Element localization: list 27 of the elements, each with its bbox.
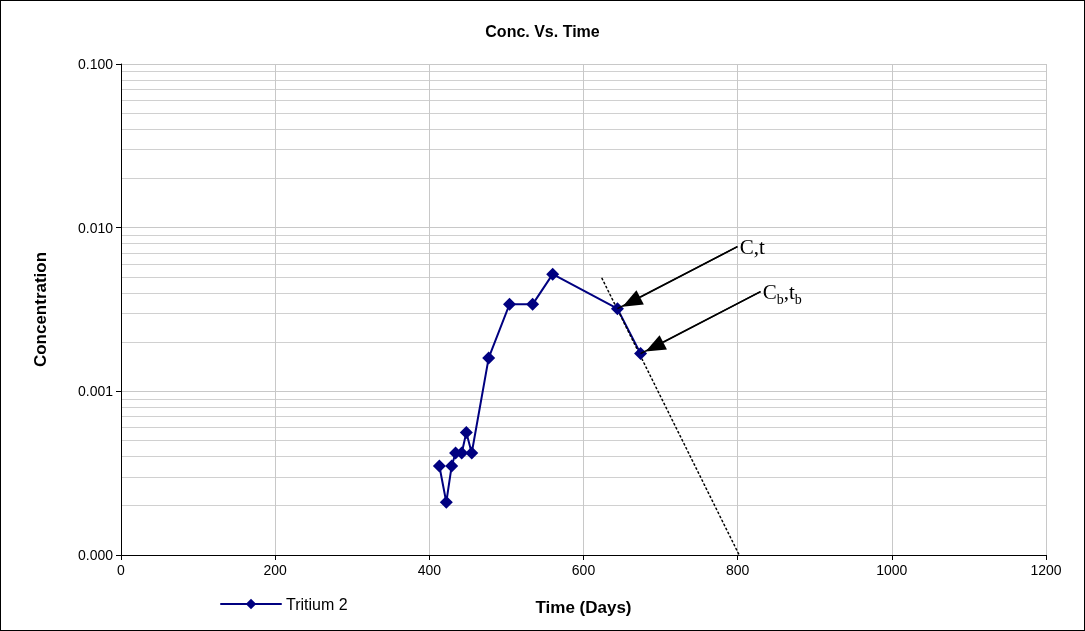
point xyxy=(465,446,479,460)
y-axis-title: Concentration xyxy=(31,251,50,368)
point xyxy=(459,426,473,440)
y-tick-label: 0.010 xyxy=(77,219,114,236)
point xyxy=(445,459,459,473)
point xyxy=(482,351,496,365)
point xyxy=(546,267,560,281)
annotation: C,t xyxy=(739,235,765,260)
point xyxy=(432,459,446,473)
x-tick-label: 400 xyxy=(417,562,442,578)
x-tick-label: 600 xyxy=(571,562,596,578)
y-tick-label: 0.000 xyxy=(77,547,114,563)
x-tick-label: 800 xyxy=(725,562,750,578)
legend-label: Tritium 2 xyxy=(286,595,348,613)
y-tick-label: 0.001 xyxy=(77,383,114,400)
point xyxy=(634,347,648,361)
point xyxy=(439,495,453,509)
x-axis-title: Time (Days) xyxy=(535,598,632,617)
y-tick-label: 0.100 xyxy=(77,56,114,72)
x-tick-label: 1000 xyxy=(876,562,908,578)
point xyxy=(526,297,540,311)
point xyxy=(503,297,516,311)
chart-title: Conc. Vs. Time xyxy=(485,22,600,40)
x-tick-label: 0 xyxy=(117,562,126,578)
point xyxy=(610,302,624,316)
x-tick-label: 1200 xyxy=(1030,562,1062,578)
x-tick-label: 200 xyxy=(263,562,288,578)
